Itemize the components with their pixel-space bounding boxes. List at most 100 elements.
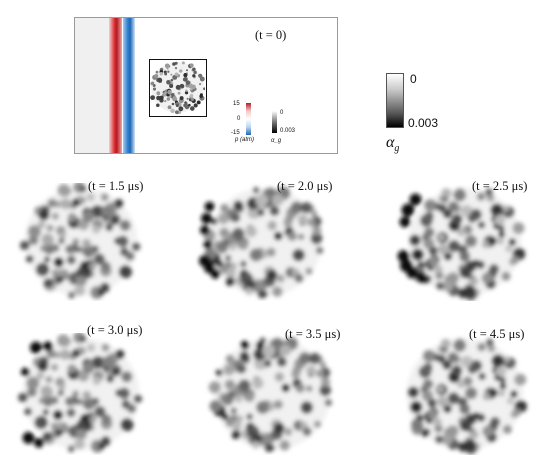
bubble [157,77,163,83]
bubble [76,428,87,440]
bubble [183,72,187,76]
bubble [112,367,120,376]
bubble [307,218,316,227]
collapsed-bubble [204,201,215,212]
collapsed-bubble [22,431,35,444]
bubble [170,78,174,82]
bubble [106,375,114,383]
bubble [281,383,290,393]
snapshot-5 [197,333,347,455]
collapsed-bubble [210,268,221,279]
bubble [100,261,111,272]
bubble [407,386,419,398]
bubble [53,257,64,268]
bubble [255,194,269,207]
bubble [191,84,196,90]
bubble [464,235,477,248]
collapsed-bubble [200,225,210,236]
bubble [46,349,56,359]
bubble [79,185,87,193]
pressure-colorbar [246,103,251,135]
bubble [499,377,506,384]
bubble [502,424,512,434]
bubble [231,430,241,440]
bubble [58,237,65,244]
bubble [287,231,297,241]
bubble [101,205,113,218]
bubble [320,377,331,387]
bubble [40,245,47,252]
bubble [223,364,235,376]
bubble [156,95,161,101]
bubble [28,225,41,238]
bubble [42,431,53,442]
bubble [72,238,80,246]
bubble [273,400,283,409]
collapsed-bubble [256,341,264,350]
bubble [18,392,28,403]
bubble [305,267,313,275]
bubble [256,401,270,414]
bubble [236,363,247,374]
bubble [460,205,473,217]
bubble [447,272,459,284]
bubble [485,188,493,196]
bubble [437,385,445,393]
bubble [440,338,451,349]
bubble [164,72,168,76]
bubble [72,390,79,398]
bubble [421,390,433,401]
bubble [488,236,497,245]
bubble [170,108,175,114]
bubble [457,228,466,237]
collapsed-bubble [399,216,411,228]
bubble [300,401,313,414]
bubble [229,243,237,251]
bubble [447,352,459,363]
bubble [166,79,171,85]
bubble [482,240,490,249]
bubble [435,435,444,444]
alpha-colorbar-label: αg [386,134,399,154]
bubble [434,265,443,274]
bubble [181,61,185,65]
bubble [57,389,64,396]
bubble [155,70,159,74]
bubble [497,238,504,245]
bubble [177,91,181,95]
bubble [119,220,131,231]
bubble [67,213,77,222]
bubble [423,349,436,363]
bubble [272,193,284,206]
bubble-cloud-box [149,59,207,117]
bubble [77,346,84,353]
bubble [152,84,156,87]
bubble [27,387,37,397]
bubble [290,201,303,214]
bubble [230,262,238,270]
time-label-2: (t = 2.0 μs) [277,179,333,193]
bubble [482,392,491,401]
bubble [44,256,50,263]
bubble [67,364,77,374]
bubble [434,424,443,433]
bubble [236,415,244,423]
bubble [220,203,229,213]
bubble [19,240,30,251]
bubble [298,214,308,225]
bubble [441,347,448,354]
bubble [36,372,44,380]
bubble [121,371,133,383]
collapsed-bubble [203,239,213,249]
bubble [225,255,232,262]
bubble [51,363,58,371]
bubble [266,247,276,257]
bubble [460,288,470,297]
bubble [442,280,454,292]
bubble [167,89,172,95]
bubble [442,360,452,370]
bubble [309,352,321,365]
bubble [193,103,198,108]
bubble [117,235,129,247]
bubble [470,430,479,439]
